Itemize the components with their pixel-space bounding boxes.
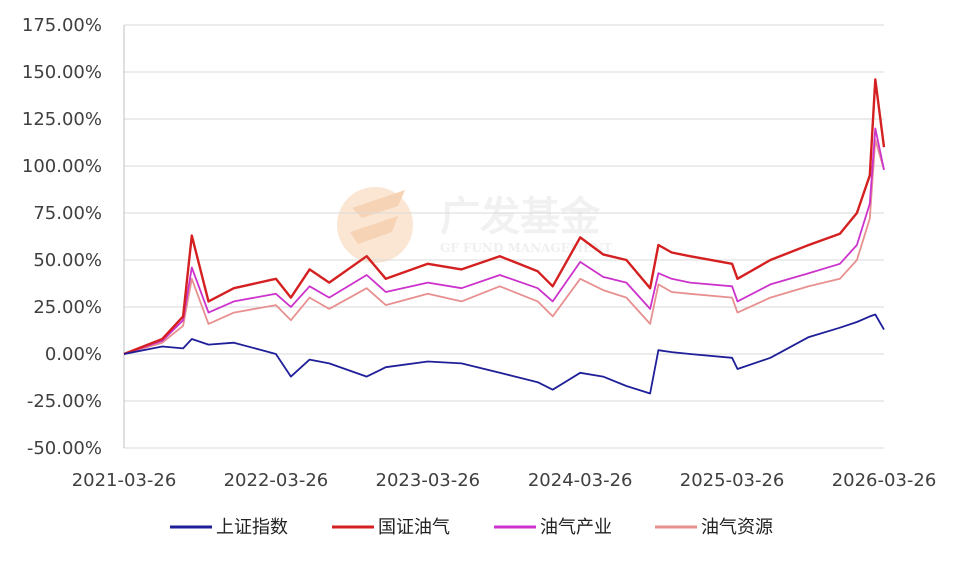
y-tick-label: -25.00% <box>27 391 102 412</box>
y-tick-label: 75.00% <box>33 203 102 224</box>
x-tick-label: 2026-03-26 <box>832 470 937 491</box>
plot-area <box>123 78 886 395</box>
y-tick-label: 100.00% <box>22 156 102 177</box>
watermark-brand-cn: 广发基金 <box>440 194 601 240</box>
legend: 上证指数 国证油气 油气产业 油气资源 <box>170 517 773 538</box>
watermark-f-mark <box>350 190 405 244</box>
legend-label: 油气产业 <box>540 517 612 538</box>
series-line-3 <box>123 127 885 355</box>
y-axis: 175.00% 150.00% 125.00% 100.00% 75.00% 50.00%… <box>22 15 125 459</box>
y-tick-label: -50.00% <box>27 438 102 459</box>
x-tick-label: 2025-03-26 <box>680 470 785 491</box>
series-line-1 <box>123 313 885 395</box>
y-tick-label: 0.00% <box>45 344 102 365</box>
x-tick-label: 2023-03-26 <box>376 470 481 491</box>
legend-label: 油气资源 <box>701 517 773 538</box>
watermark-brand-en: GF FUND MANAGEMENT <box>440 241 612 255</box>
x-tick-label: 2024-03-26 <box>528 470 633 491</box>
y-tick-label: 175.00% <box>22 15 102 36</box>
y-tick-label: 150.00% <box>22 62 102 83</box>
y-tick-label: 125.00% <box>22 109 102 130</box>
series-line-4 <box>123 138 885 355</box>
legend-label: 上证指数 <box>216 517 288 538</box>
watermark-logo: 广发基金 GF FUND MANAGEMENT <box>337 187 612 263</box>
x-tick-label: 2022-03-26 <box>224 470 329 491</box>
y-tick-label: 25.00% <box>33 297 102 318</box>
x-axis: 2021-03-26 2022-03-26 2023-03-26 2024-03-26… <box>72 470 937 491</box>
series-line-2 <box>123 78 886 356</box>
legend-label: 国证油气 <box>378 517 450 538</box>
x-tick-label: 2021-03-26 <box>72 470 177 491</box>
grid <box>124 24 884 449</box>
y-tick-label: 50.00% <box>33 250 102 271</box>
